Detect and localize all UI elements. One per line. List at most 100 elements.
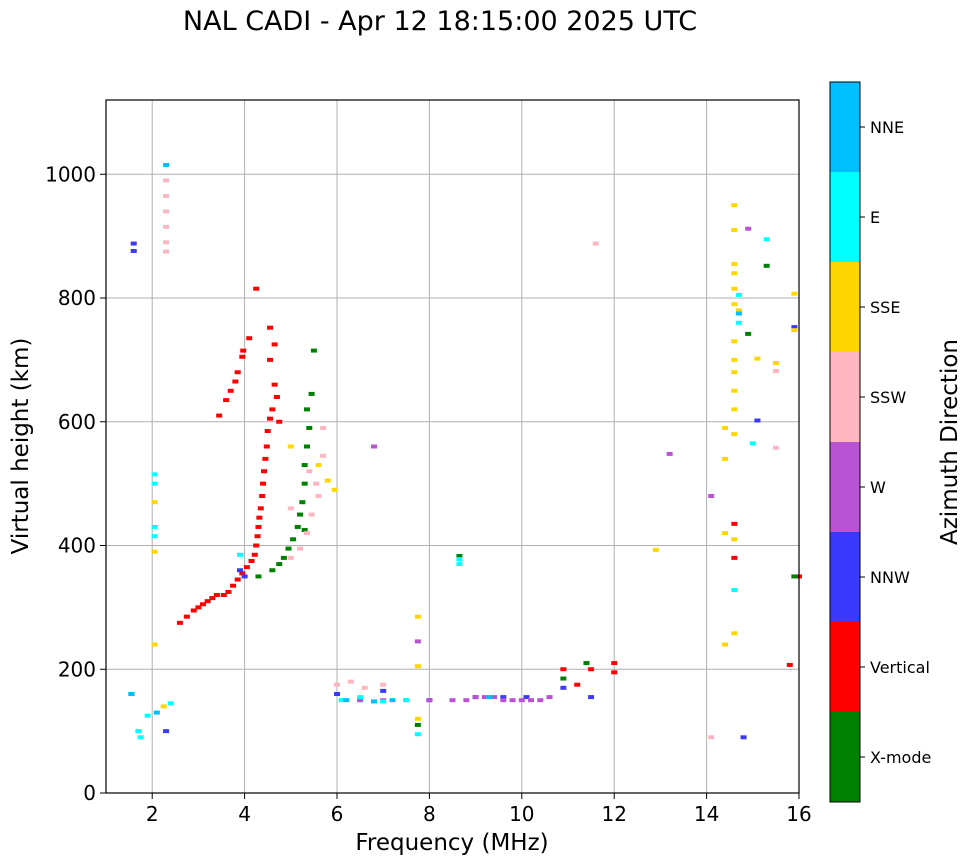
data-point-x-mode [763,263,770,268]
data-point-e [357,695,364,700]
x-tick-label: 6 [331,802,344,826]
data-point-sse [722,425,729,430]
data-point-sse [151,642,158,647]
data-point-ssw [163,209,170,214]
data-points [128,162,802,740]
data-point-nnw [523,695,530,700]
data-point-sse [315,463,322,468]
data-point-nnw [500,695,507,700]
data-point-nnw [560,685,567,690]
data-point-x-mode [290,537,297,542]
data-point-ssw [287,506,294,511]
data-point-e [735,292,742,297]
data-point-x-mode [301,528,308,533]
data-point-nne [153,710,160,715]
x-tick-label: 8 [423,802,436,826]
data-point-nne [343,698,350,703]
colorbar-tick-label: X-mode [870,748,931,767]
data-point-vertical [239,354,246,359]
data-point-ssw [361,685,368,690]
data-point-e [749,441,756,446]
data-point-x-mode [303,407,310,412]
data-point-nne [389,698,396,703]
data-point-x-mode [308,391,315,396]
chart-title: NAL CADI - Apr 12 18:15:00 2025 UTC [182,6,698,37]
data-point-sse [731,407,738,412]
data-point-ssw [308,512,315,517]
data-point-ssw [313,481,320,486]
data-point-ssw [163,240,170,245]
data-point-nnw [334,692,340,696]
data-point-sse [414,716,421,721]
data-point-nnw [588,695,595,700]
colorbar-segment [830,442,860,532]
data-point-vertical [588,667,595,672]
data-point-nnw [754,418,761,423]
data-point-nne [735,311,742,316]
grid-lines [106,100,800,794]
data-point-x-mode [301,481,308,486]
data-point-w [481,695,488,700]
data-point-vertical [611,670,618,675]
data-point-sse [791,291,798,296]
data-point-sse [731,339,738,344]
data-point-e [456,562,463,567]
data-point-e [735,320,742,325]
data-point-ssw [708,735,715,740]
data-point-sse [414,664,421,669]
colorbar-segment [830,532,860,622]
data-point-sse [731,302,738,307]
plot-frame [105,99,800,794]
data-point-x-mode [583,661,590,666]
data-point-ssw [303,531,310,536]
data-point-vertical [230,583,237,588]
y-tick-label: 800 [58,286,96,310]
data-point-vertical [183,614,190,619]
data-point-ssw [306,469,313,474]
data-point-vertical [225,589,232,594]
data-point-e [167,701,174,706]
data-point-ssw [163,249,170,254]
data-point-sse [791,328,798,333]
data-point-vertical [731,555,738,560]
data-point-e [403,698,410,703]
data-point-e [144,713,151,718]
data-point-vertical [257,506,264,511]
x-axis-label: Frequency (MHz) [355,830,548,856]
data-point-nnw [236,568,243,573]
data-point-nne [163,162,170,167]
y-tick-label: 400 [58,534,96,558]
data-point-vertical [254,534,261,539]
data-point-vertical [267,416,274,421]
data-point-sse [722,642,729,647]
colorbar-tick-label: SSE [870,298,900,317]
data-point-vertical [220,593,227,597]
colorbar-tick-label: NNE [870,118,904,137]
colorbar-segment [830,82,860,172]
data-point-e [151,534,158,539]
y-tick-label: 600 [58,410,96,434]
data-point-e [135,729,142,734]
data-point-vertical [253,543,260,548]
data-point-sse [731,203,738,208]
colorbar-tick-label: E [870,208,880,227]
data-point-vertical [261,469,268,474]
data-point-w [528,698,535,703]
data-point-vertical [611,661,618,666]
x-tick-label: 14 [694,802,719,826]
data-point-w [509,698,516,703]
data-point-ssw [772,369,779,374]
data-point-sse [731,286,738,291]
data-point-vertical [190,608,197,613]
data-point-vertical [273,395,280,399]
data-point-vertical [176,620,183,625]
data-point-w [666,451,673,456]
data-point-sse [731,357,738,362]
data-point-w [491,695,498,700]
data-point-w [472,695,479,700]
data-point-vertical [223,398,230,403]
axis-ticks: 2 4 6 8 10 12 14 16 0 200 400 600 800 1000 [45,162,812,826]
data-point-nnw [241,574,248,579]
data-point-x-mode [791,574,798,579]
